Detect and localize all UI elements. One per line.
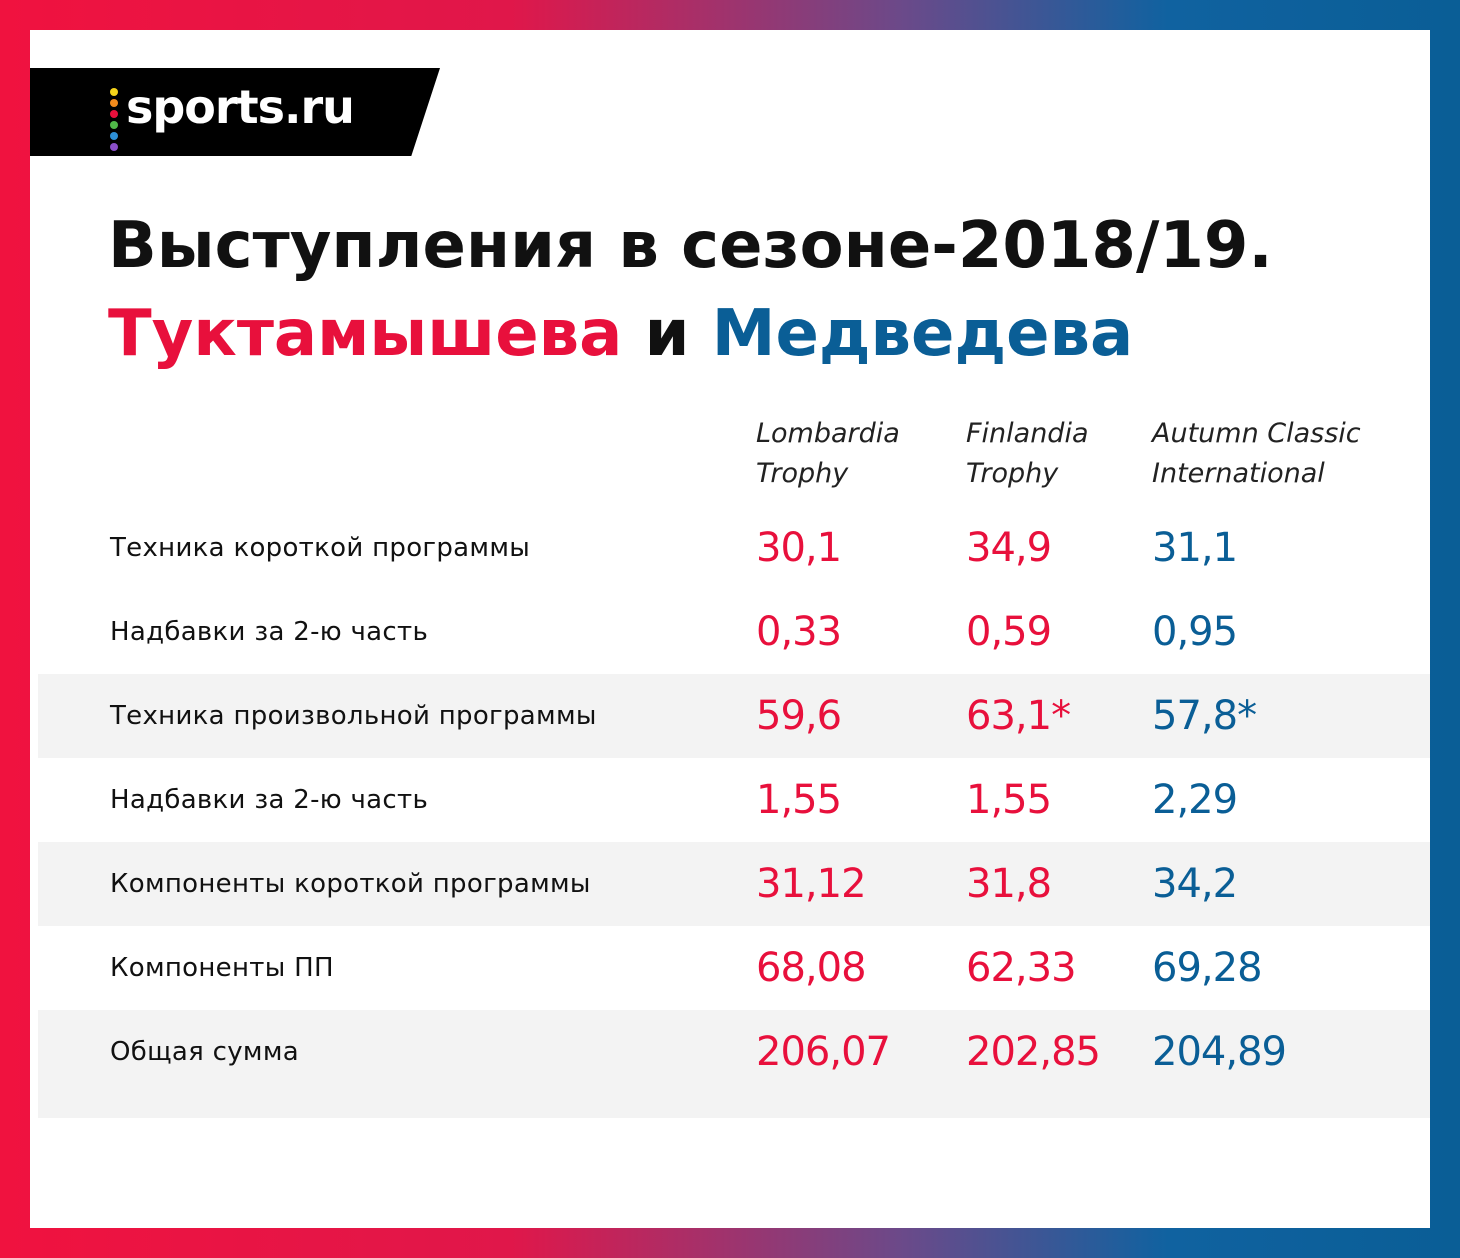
cell-value: 31,1 (1152, 525, 1238, 571)
row-label: Надбавки за 2-ю часть (110, 785, 429, 815)
table-row: Надбавки за 2-ю часть 0,33 0,59 0,95 (38, 590, 1430, 674)
title-line-1: Выступления в сезоне-2018/19. (108, 209, 1273, 283)
logo-dot (110, 143, 118, 151)
logo-dot (110, 132, 118, 140)
infographic-card: sports.ru Выступления в сезоне-2018/19. … (30, 30, 1430, 1228)
table-row: Техника короткой программы 30,1 34,9 31,… (38, 506, 1430, 590)
cell-value: 0,33 (756, 609, 842, 655)
column-header-line: Finlandia (966, 418, 1089, 449)
cell-value: 206,07 (756, 1029, 891, 1075)
cell-value: 30,1 (756, 525, 842, 571)
column-header-finlandia: Finlandia Trophy (966, 414, 1206, 494)
row-label: Компоненты короткой программы (110, 869, 591, 899)
cell-value: 34,2 (1152, 861, 1238, 907)
table-row: Техника произвольной программы 59,6 63,1… (38, 674, 1430, 758)
logo-dots-icon (110, 88, 118, 154)
row-label: Надбавки за 2-ю часть (110, 617, 429, 647)
cell-value: 0,95 (1152, 609, 1238, 655)
logo-text: sports.ru (126, 80, 355, 134)
logo-dot (110, 121, 118, 129)
table-row-total: Общая сумма 206,07 202,85 204,89 (38, 1010, 1430, 1118)
cell-value: 0,59 (966, 609, 1052, 655)
cell-value: 2,29 (1152, 777, 1238, 823)
logo-dot (110, 99, 118, 107)
score-table: Техника короткой программы 30,1 34,9 31,… (38, 506, 1430, 1118)
cell-value: 1,55 (756, 777, 842, 823)
row-label: Общая сумма (110, 1037, 299, 1067)
skater-name-b: Медведева (711, 297, 1134, 371)
cell-value: 57,8* (1152, 693, 1257, 739)
cell-value: 1,55 (966, 777, 1052, 823)
table-row: Компоненты короткой программы 31,12 31,8… (38, 842, 1430, 926)
cell-value: 31,8 (966, 861, 1052, 907)
column-header-line: Lombardia (756, 418, 900, 449)
column-header-line: Trophy (756, 458, 849, 489)
page-title: Выступления в сезоне-2018/19. Туктамышев… (108, 202, 1273, 378)
column-header-lombardia: Lombardia Trophy (756, 414, 996, 494)
column-header-line: International (1152, 458, 1325, 489)
logo-dot (110, 88, 118, 96)
cell-value: 202,85 (966, 1029, 1101, 1075)
cell-value: 59,6 (756, 693, 842, 739)
skater-name-a: Туктамышева (108, 297, 623, 371)
cell-value: 63,1* (966, 693, 1071, 739)
column-header-autumn-classic: Autumn Classic International (1152, 414, 1392, 494)
row-label: Техника произвольной программы (110, 701, 597, 731)
column-header-line: Autumn Classic (1152, 418, 1361, 449)
cell-value: 69,28 (1152, 945, 1263, 991)
cell-value: 204,89 (1152, 1029, 1287, 1075)
cell-value: 68,08 (756, 945, 867, 991)
table-row: Компоненты ПП 68,08 62,33 69,28 (38, 926, 1430, 1010)
cell-value: 31,12 (756, 861, 867, 907)
table-row: Надбавки за 2-ю часть 1,55 1,55 2,29 (38, 758, 1430, 842)
title-line-2: Туктамышева и Медведева (108, 290, 1273, 378)
logo-dot (110, 110, 118, 118)
cell-value: 62,33 (966, 945, 1077, 991)
column-header-line: Trophy (966, 458, 1059, 489)
title-conjunction: и (622, 297, 712, 371)
cell-value: 34,9 (966, 525, 1052, 571)
row-label: Техника короткой программы (110, 533, 531, 563)
brand-logo: sports.ru (30, 68, 440, 156)
row-label: Компоненты ПП (110, 953, 334, 983)
